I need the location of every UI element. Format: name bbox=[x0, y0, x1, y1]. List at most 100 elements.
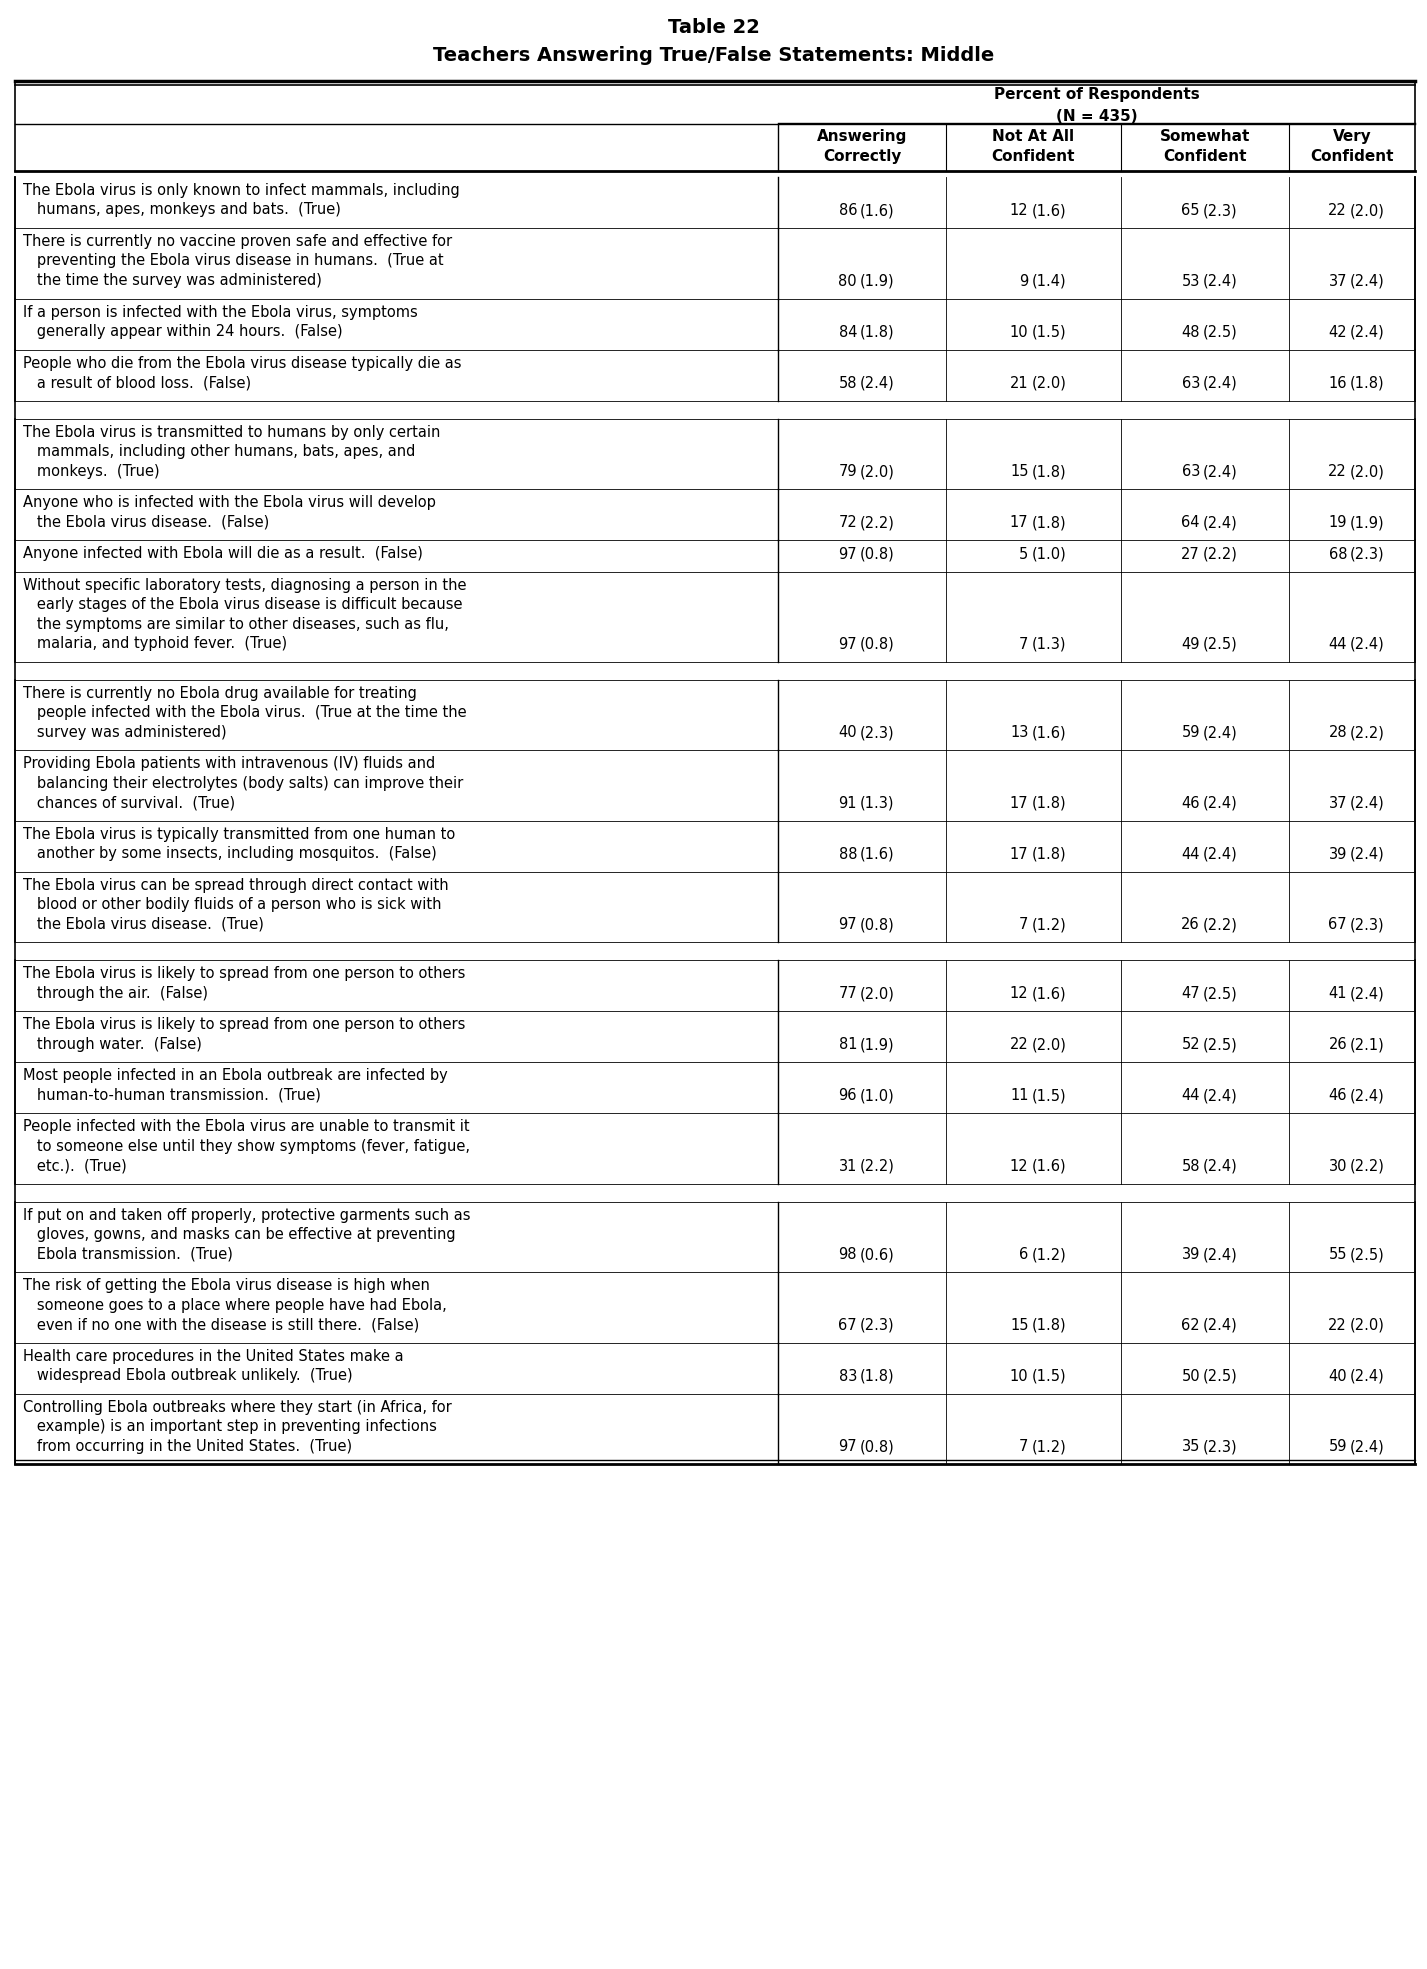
Text: 13: 13 bbox=[1010, 725, 1029, 740]
Text: (1.6): (1.6) bbox=[1032, 1160, 1066, 1174]
Text: 88: 88 bbox=[839, 847, 858, 862]
Text: (2.2): (2.2) bbox=[860, 516, 895, 530]
Text: (0.8): (0.8) bbox=[860, 547, 895, 561]
Text: 47: 47 bbox=[1182, 986, 1200, 1002]
Text: (2.4): (2.4) bbox=[1203, 725, 1237, 740]
Text: 10: 10 bbox=[1010, 1368, 1029, 1384]
Text: (2.0): (2.0) bbox=[1032, 376, 1066, 392]
Text: 30: 30 bbox=[1329, 1160, 1347, 1174]
Text: malaria, and typhoid fever.  (True): malaria, and typhoid fever. (True) bbox=[23, 636, 287, 652]
Text: 39: 39 bbox=[1182, 1248, 1200, 1262]
Text: (1.9): (1.9) bbox=[860, 1038, 895, 1053]
Text: 59: 59 bbox=[1329, 1439, 1347, 1455]
Text: Teachers Answering True/False Statements: Middle: Teachers Answering True/False Statements… bbox=[432, 45, 995, 65]
Text: 35: 35 bbox=[1182, 1439, 1200, 1455]
Text: If a person is infected with the Ebola virus, symptoms: If a person is infected with the Ebola v… bbox=[23, 305, 418, 319]
Text: monkeys.  (True): monkeys. (True) bbox=[23, 463, 160, 478]
Text: from occurring in the United States.  (True): from occurring in the United States. (Tr… bbox=[23, 1439, 352, 1453]
Text: (1.8): (1.8) bbox=[860, 1368, 895, 1384]
Text: 5: 5 bbox=[1019, 547, 1029, 561]
Text: (1.2): (1.2) bbox=[1032, 1439, 1066, 1455]
Text: (2.5): (2.5) bbox=[1203, 325, 1237, 341]
Text: 22: 22 bbox=[1329, 465, 1347, 480]
Text: survey was administered): survey was administered) bbox=[23, 725, 227, 740]
Text: The Ebola virus is likely to spread from one person to others: The Ebola virus is likely to spread from… bbox=[23, 1018, 465, 1032]
Text: (1.3): (1.3) bbox=[860, 795, 895, 811]
Text: 11: 11 bbox=[1010, 1089, 1029, 1103]
Text: 21: 21 bbox=[1010, 376, 1029, 392]
Text: generally appear within 24 hours.  (False): generally appear within 24 hours. (False… bbox=[23, 325, 342, 339]
Text: Very: Very bbox=[1333, 130, 1371, 144]
Text: (1.8): (1.8) bbox=[1032, 516, 1066, 530]
Text: 96: 96 bbox=[839, 1089, 858, 1103]
Text: The risk of getting the Ebola virus disease is high when: The risk of getting the Ebola virus dise… bbox=[23, 1278, 430, 1294]
Text: Ebola transmission.  (True): Ebola transmission. (True) bbox=[23, 1246, 233, 1262]
Text: 97: 97 bbox=[839, 547, 858, 561]
Text: 31: 31 bbox=[839, 1160, 858, 1174]
Text: (2.4): (2.4) bbox=[860, 376, 895, 392]
Text: 12: 12 bbox=[1010, 986, 1029, 1002]
Text: 40: 40 bbox=[1329, 1368, 1347, 1384]
Text: (2.4): (2.4) bbox=[1203, 1160, 1237, 1174]
Text: (1.4): (1.4) bbox=[1032, 274, 1066, 289]
Text: 19: 19 bbox=[1329, 516, 1347, 530]
Text: Somewhat: Somewhat bbox=[1160, 130, 1250, 144]
Text: (1.6): (1.6) bbox=[1032, 203, 1066, 219]
Text: (2.4): (2.4) bbox=[1350, 847, 1384, 862]
Text: People infected with the Ebola virus are unable to transmit it: People infected with the Ebola virus are… bbox=[23, 1118, 469, 1134]
Text: 44: 44 bbox=[1329, 638, 1347, 652]
Text: a result of blood loss.  (False): a result of blood loss. (False) bbox=[23, 374, 251, 390]
Text: 12: 12 bbox=[1010, 1160, 1029, 1174]
Text: (2.2): (2.2) bbox=[1203, 547, 1237, 561]
Text: (2.1): (2.1) bbox=[1350, 1038, 1384, 1053]
Text: through the air.  (False): through the air. (False) bbox=[23, 986, 208, 1000]
Text: 62: 62 bbox=[1182, 1317, 1200, 1333]
Text: 42: 42 bbox=[1329, 325, 1347, 341]
Text: (1.2): (1.2) bbox=[1032, 918, 1066, 933]
Text: preventing the Ebola virus disease in humans.  (True at: preventing the Ebola virus disease in hu… bbox=[23, 254, 444, 268]
Text: to someone else until they show symptoms (fever, fatigue,: to someone else until they show symptoms… bbox=[23, 1138, 469, 1154]
Text: (2.3): (2.3) bbox=[1350, 918, 1384, 933]
Text: humans, apes, monkeys and bats.  (True): humans, apes, monkeys and bats. (True) bbox=[23, 203, 341, 217]
Text: (2.4): (2.4) bbox=[1203, 795, 1237, 811]
Text: 37: 37 bbox=[1329, 274, 1347, 289]
Text: (2.0): (2.0) bbox=[1350, 465, 1384, 480]
Text: (1.8): (1.8) bbox=[1032, 795, 1066, 811]
Text: If put on and taken off properly, protective garments such as: If put on and taken off properly, protec… bbox=[23, 1207, 471, 1223]
Text: 79: 79 bbox=[839, 465, 858, 480]
Text: There is currently no Ebola drug available for treating: There is currently no Ebola drug availab… bbox=[23, 685, 417, 701]
Text: 17: 17 bbox=[1010, 847, 1029, 862]
Text: 9: 9 bbox=[1019, 274, 1029, 289]
Text: (2.4): (2.4) bbox=[1203, 274, 1237, 289]
Text: (2.4): (2.4) bbox=[1350, 638, 1384, 652]
Text: Anyone infected with Ebola will die as a result.  (False): Anyone infected with Ebola will die as a… bbox=[23, 545, 422, 561]
Text: (0.8): (0.8) bbox=[860, 1439, 895, 1455]
Text: Table 22: Table 22 bbox=[668, 18, 759, 37]
Text: 97: 97 bbox=[839, 638, 858, 652]
Text: 84: 84 bbox=[839, 325, 858, 341]
Text: (1.0): (1.0) bbox=[860, 1089, 895, 1103]
Text: (1.6): (1.6) bbox=[860, 203, 895, 219]
Text: even if no one with the disease is still there.  (False): even if no one with the disease is still… bbox=[23, 1317, 420, 1331]
Text: The Ebola virus is likely to spread from one person to others: The Ebola virus is likely to spread from… bbox=[23, 967, 465, 981]
Text: 98: 98 bbox=[839, 1248, 858, 1262]
Text: 46: 46 bbox=[1329, 1089, 1347, 1103]
Text: (1.8): (1.8) bbox=[1032, 465, 1066, 480]
Text: 41: 41 bbox=[1329, 986, 1347, 1002]
Text: 16: 16 bbox=[1329, 376, 1347, 392]
Text: (2.3): (2.3) bbox=[1203, 1439, 1237, 1455]
Text: Confident: Confident bbox=[1163, 150, 1247, 163]
Text: (1.5): (1.5) bbox=[1032, 1368, 1066, 1384]
Text: 72: 72 bbox=[838, 516, 858, 530]
Text: (2.3): (2.3) bbox=[1350, 547, 1384, 561]
Text: 58: 58 bbox=[1182, 1160, 1200, 1174]
Text: 7: 7 bbox=[1019, 638, 1029, 652]
Text: (2.3): (2.3) bbox=[860, 1317, 895, 1333]
Text: Most people infected in an Ebola outbreak are infected by: Most people infected in an Ebola outbrea… bbox=[23, 1067, 448, 1083]
Text: (2.4): (2.4) bbox=[1350, 274, 1384, 289]
Text: (2.4): (2.4) bbox=[1203, 1089, 1237, 1103]
Text: (2.0): (2.0) bbox=[860, 986, 895, 1002]
Text: 27: 27 bbox=[1182, 547, 1200, 561]
Text: (2.4): (2.4) bbox=[1350, 1439, 1384, 1455]
Text: 83: 83 bbox=[839, 1368, 858, 1384]
